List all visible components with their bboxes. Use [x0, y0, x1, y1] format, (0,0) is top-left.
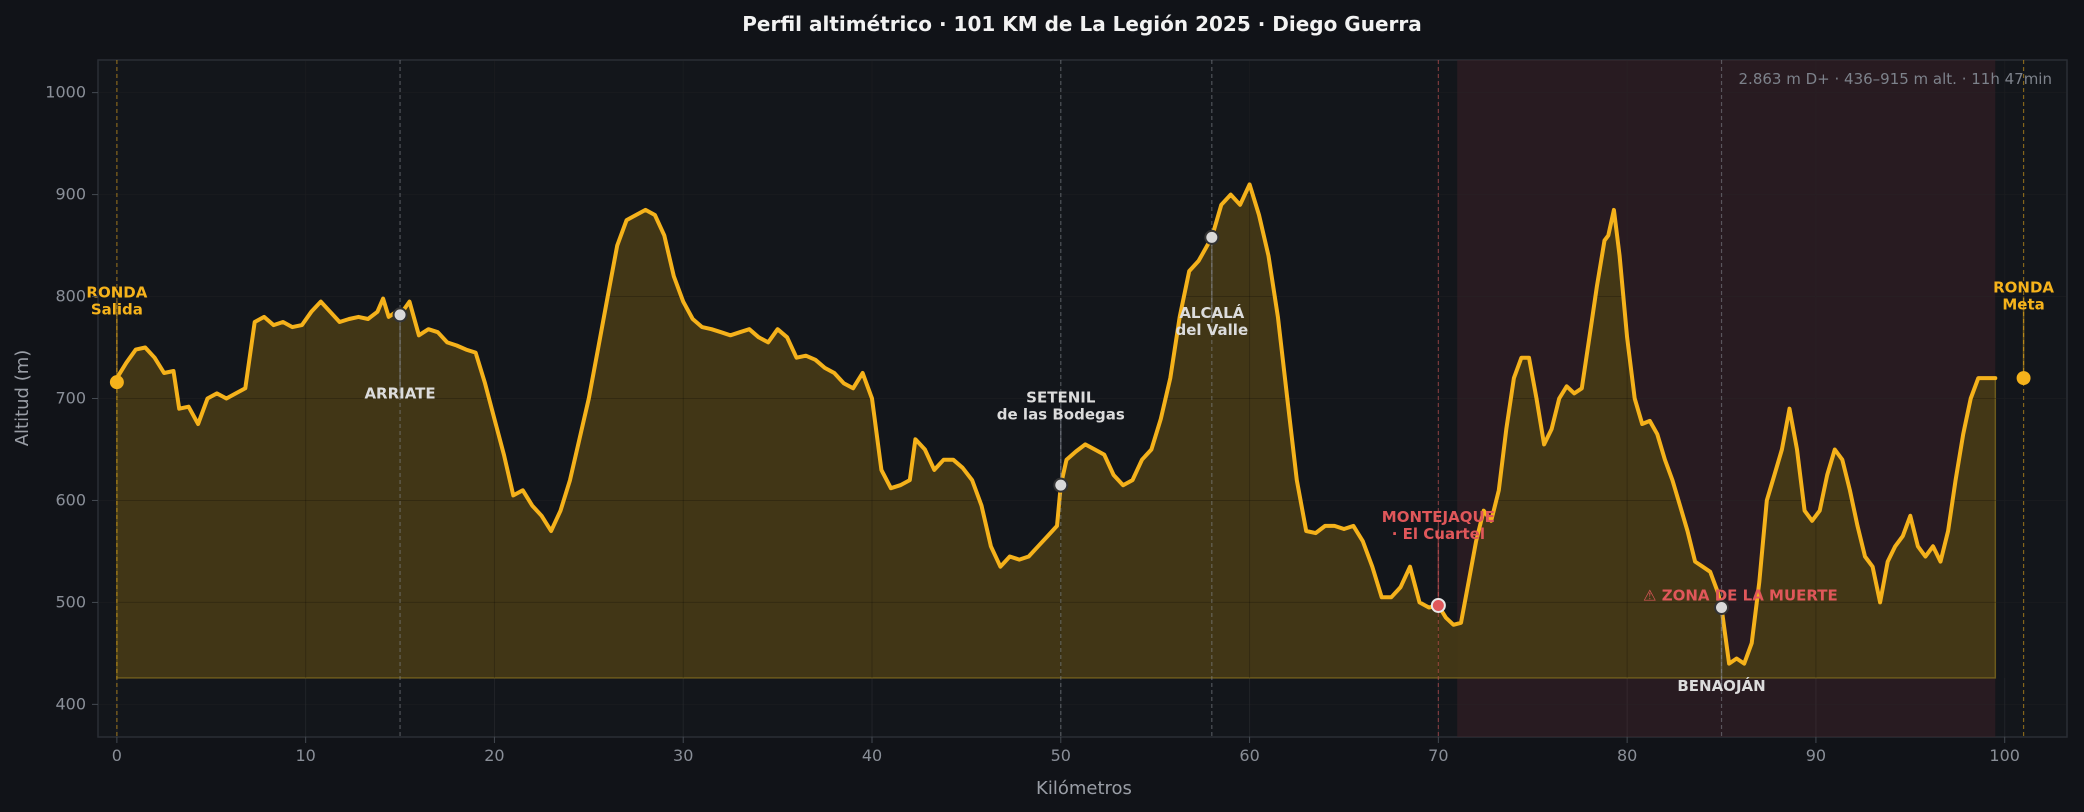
- x-tick-label: 40: [862, 746, 882, 765]
- waypoint-label: ALCALÁ del Valle: [1175, 303, 1248, 339]
- y-tick-label: 600: [55, 490, 86, 509]
- waypoint-label: BENAOJÁN: [1677, 676, 1765, 695]
- x-tick-label: 30: [673, 746, 693, 765]
- waypoint-label: RONDA Meta: [1993, 279, 2054, 314]
- waypoint-guide-layer: [116, 60, 2025, 737]
- x-tick-label: 20: [484, 746, 504, 765]
- x-axis-label: Kilómetros: [1036, 778, 1132, 799]
- waypoint-marker: [1714, 600, 1730, 616]
- y-tick-label: 400: [55, 694, 86, 713]
- x-tick-label: 60: [1239, 746, 1259, 765]
- waypoint-marker-layer: [109, 229, 2031, 616]
- x-tick-label: 70: [1428, 746, 1448, 765]
- y-tick-label: 500: [55, 592, 86, 611]
- x-tick-label: 0: [112, 746, 122, 765]
- waypoint-marker: [1430, 597, 1446, 613]
- y-tick-label: 1000: [45, 83, 86, 102]
- waypoint-marker: [1204, 229, 1220, 245]
- waypoint-label: RONDA Salida: [86, 284, 147, 319]
- y-tick-label: 800: [55, 287, 86, 306]
- waypoint-marker: [392, 307, 408, 323]
- x-tick-label: 10: [295, 746, 315, 765]
- y-tick-label: 900: [55, 185, 86, 204]
- danger-zone-label: ⚠ ZONA DE LA MUERTE: [1643, 586, 1838, 604]
- x-tick-label: 50: [1051, 746, 1071, 765]
- stats-annotation: 2.863 m D+ · 436–915 m alt. · 11h 47min: [1739, 70, 2052, 88]
- y-axis-label: Altitud (m): [12, 350, 33, 447]
- waypoint-label-layer: RONDA Salida ARRIATE SETENIL de las Bodegas A…: [86, 279, 2054, 695]
- x-tick-label: 90: [1806, 746, 1826, 765]
- y-tick-label: 700: [55, 389, 86, 408]
- waypoint-marker: [109, 375, 124, 390]
- waypoint-label: SETENIL de las Bodegas: [997, 389, 1125, 424]
- waypoint-label: ARRIATE: [364, 384, 435, 402]
- tick-label-layer: 0 10 20 30 40 50 60 70 80 90 100 400 500 600 700 800 900…: [45, 83, 2020, 765]
- waypoint-label: MONTEJAQUE · El Cuartel: [1382, 508, 1495, 543]
- chart-title: Perfil altimétrico · 101 KM de La Legión…: [742, 12, 1422, 36]
- waypoint-marker: [2016, 371, 2031, 386]
- x-tick-label: 100: [1989, 746, 2020, 765]
- waypoint-marker: [1053, 477, 1069, 493]
- x-tick-label: 80: [1617, 746, 1637, 765]
